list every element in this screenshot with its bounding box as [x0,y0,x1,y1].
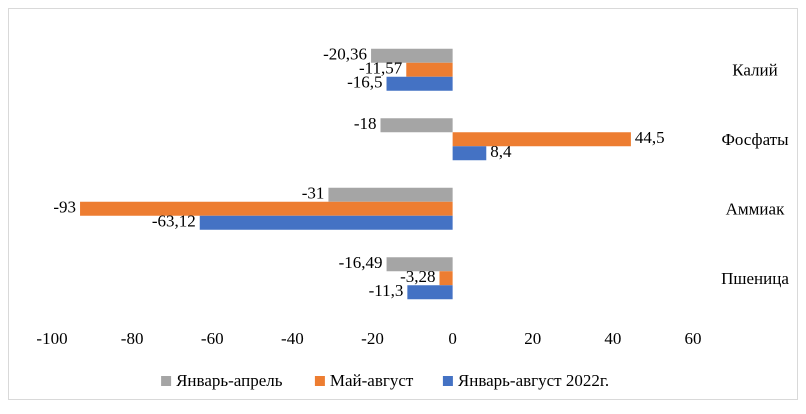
bar [80,201,453,216]
value-label: -63,12 [152,212,196,231]
x-tick-label: 60 [685,329,702,348]
value-label: 8,4 [490,142,512,161]
value-label: -11,57 [359,59,403,78]
legend-swatch [161,376,172,386]
legend-swatch [442,376,453,386]
bar [380,118,453,133]
bar [386,257,453,272]
bar [386,76,453,91]
x-tick-label: 40 [604,329,621,348]
category-label: Калий [732,61,778,80]
bar [452,132,631,147]
bar [199,215,453,230]
bar [407,285,453,300]
bar [452,146,487,161]
bar [328,187,453,202]
value-label: -93 [53,198,76,217]
x-tick-label: 20 [524,329,541,348]
value-label: -16,49 [339,253,383,272]
value-label: -3,28 [400,267,435,286]
legend-label: Май-август [330,371,414,390]
bar [439,271,453,286]
x-tick-label: -60 [201,329,224,348]
legend-swatch [314,376,325,386]
value-label: -16,5 [347,73,382,92]
bar [406,62,453,77]
category-label: Фосфаты [721,130,789,149]
category-label: Аммиак [726,200,785,219]
value-label: -11,3 [369,281,404,300]
chart-frame [8,8,798,400]
value-label: -20,36 [323,45,367,64]
bar [371,48,453,63]
category-label: Пшеница [721,269,789,288]
value-label: -31 [302,184,325,203]
x-tick-label: -100 [36,329,67,348]
x-tick-label: -80 [121,329,144,348]
legend-label: Январь-август 2022г. [458,371,609,390]
value-label: -18 [354,114,377,133]
x-tick-label: -20 [361,329,384,348]
x-tick-label: 0 [448,329,457,348]
value-label: 44,5 [635,128,665,147]
x-tick-label: -40 [281,329,304,348]
legend-label: Январь-апрель [176,371,283,390]
